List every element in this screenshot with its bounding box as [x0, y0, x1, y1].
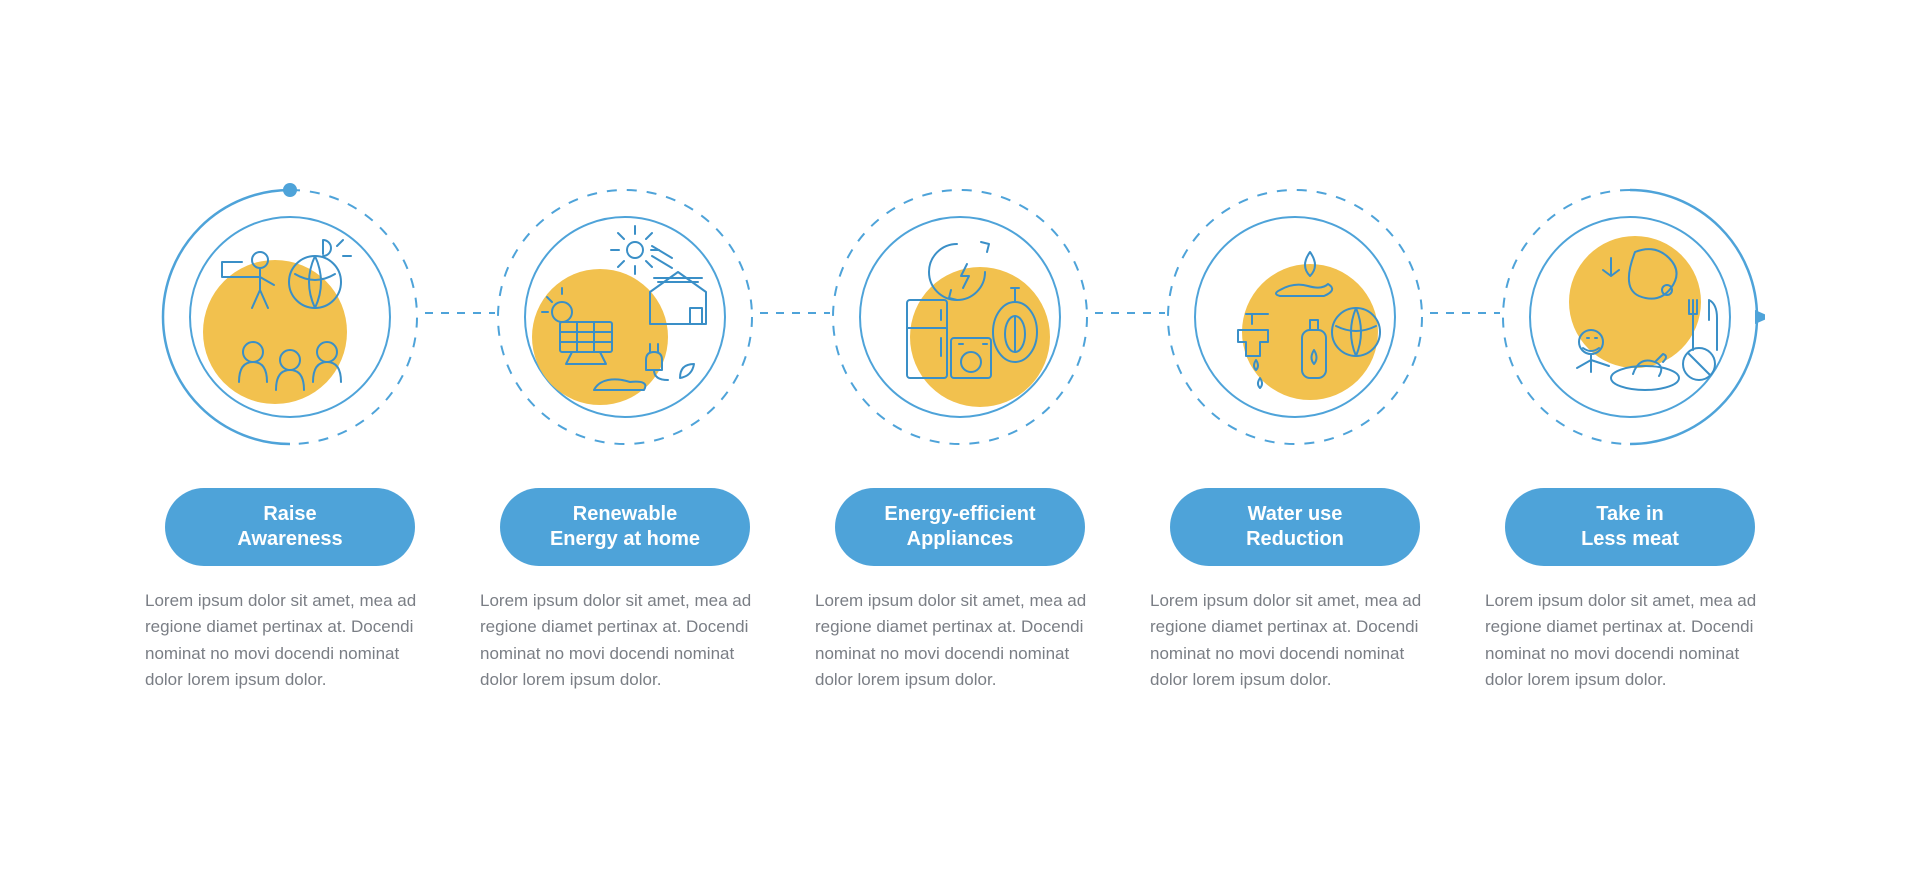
step-5: Take in Less meat Lorem ipsum dolor sit …	[1480, 182, 1780, 693]
step-2-body: Lorem ipsum dolor sit amet, mea ad regio…	[480, 588, 770, 693]
step-2-title-line1: Renewable	[573, 502, 677, 527]
step-4-title-line1: Water use	[1248, 502, 1343, 527]
step-2-badge	[490, 182, 760, 452]
step-1-title-line1: Raise	[263, 502, 316, 527]
step-3-title-line1: Energy-efficient	[884, 502, 1035, 527]
step-5-badge	[1495, 182, 1765, 452]
step-1-title-line2: Awareness	[237, 527, 342, 552]
step-1-pill: Raise Awareness	[165, 488, 415, 566]
step-4-pill: Water use Reduction	[1170, 488, 1420, 566]
step-3-badge	[825, 182, 1095, 452]
step-4-badge	[1160, 182, 1430, 452]
step-5-body: Lorem ipsum dolor sit amet, mea ad regio…	[1485, 588, 1775, 693]
step-5-title-line1: Take in	[1596, 502, 1663, 527]
step-4-title-line2: Reduction	[1246, 527, 1344, 552]
step-2: Renewable Energy at home Lorem ipsum dol…	[475, 182, 775, 693]
step-5-title-line2: Less meat	[1581, 527, 1679, 552]
step-1-body: Lorem ipsum dolor sit amet, mea ad regio…	[145, 588, 435, 693]
step-5-pill: Take in Less meat	[1505, 488, 1755, 566]
step-3-body: Lorem ipsum dolor sit amet, mea ad regio…	[815, 588, 1105, 693]
step-3-pill: Energy-efficient Appliances	[835, 488, 1085, 566]
step-4: Water use Reduction Lorem ipsum dolor si…	[1145, 182, 1445, 693]
step-4-body: Lorem ipsum dolor sit amet, mea ad regio…	[1150, 588, 1440, 693]
step-2-title-line2: Energy at home	[550, 527, 700, 552]
step-1: Raise Awareness Lorem ipsum dolor sit am…	[140, 182, 440, 693]
infographic-wrap: Raise Awareness Lorem ipsum dolor sit am…	[140, 182, 1780, 693]
step-2-pill: Renewable Energy at home	[500, 488, 750, 566]
steps-row: Raise Awareness Lorem ipsum dolor sit am…	[140, 182, 1780, 693]
step-3-title-line2: Appliances	[907, 527, 1014, 552]
step-1-badge	[155, 182, 425, 452]
step-3: Energy-efficient Appliances Lorem ipsum …	[810, 182, 1110, 693]
